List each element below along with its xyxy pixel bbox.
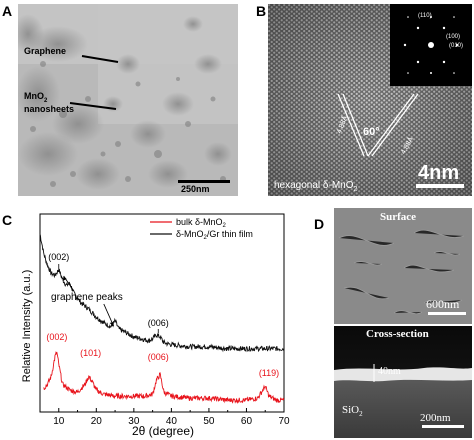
series-line-0 <box>39 233 285 353</box>
surface-scalebar-label: 600nm <box>426 297 460 311</box>
peak-label-red-119: (119) <box>259 368 279 378</box>
peak-label-red-002: (002) <box>46 332 67 342</box>
panel-b-lattice <box>268 4 472 196</box>
plot-frame <box>39 213 285 413</box>
panel-a-letter: A <box>2 3 13 19</box>
panel-d-letter: D <box>314 216 325 232</box>
panel-b-scalebar-label: 4nm <box>418 162 460 184</box>
panel-b-caption: hexagonal δ-MnO2 <box>274 180 358 193</box>
substrate-label: SiO2 <box>342 404 363 419</box>
panel-a-tem-texture <box>18 4 238 196</box>
x-tick-label-10: 10 <box>53 416 65 427</box>
peak-label-black-002: (002) <box>48 252 69 262</box>
peak-label-red-101: (101) <box>80 348 101 358</box>
x-tick-label-60: 60 <box>241 416 253 427</box>
legend-label-1: δ-MnO2/Gr thin film <box>176 229 253 241</box>
cross-section-texture <box>334 326 472 438</box>
series-line-1 <box>43 351 285 404</box>
graphene-arrowhead-2 <box>109 322 114 326</box>
cross-section-scalebar <box>422 425 464 428</box>
y-axis-title: Relative Intensity (a.u.) <box>21 270 33 383</box>
x-tick-label-40: 40 <box>166 416 178 427</box>
x-tick-label-30: 30 <box>128 416 140 427</box>
peak-label-red-006: (006) <box>148 352 169 362</box>
thickness-label: 40nm <box>378 366 401 377</box>
angle-label: 60° <box>363 126 380 138</box>
x-tick-label-50: 50 <box>203 416 215 427</box>
panel-b-hrtem-image: (110) (100) (010) 60° 4.88Å 4.88Å hexago… <box>268 4 472 196</box>
saed-spots <box>403 16 459 74</box>
mno2-pointer <box>69 102 117 110</box>
panel-c-letter: C <box>2 212 13 228</box>
panel-a-scalebar <box>178 180 230 183</box>
angle-lines <box>337 93 419 157</box>
panel-b-letter: B <box>256 3 267 19</box>
cross-section-scalebar-label: 200nm <box>420 412 451 424</box>
x-axis-title: 2θ (degree) <box>132 424 194 438</box>
peak-label-black-006: (006) <box>148 318 169 328</box>
label-graphene: Graphene <box>24 46 67 56</box>
panel-d-cross-section-sem: Cross-section 40nm SiO2 200nm <box>334 326 472 438</box>
legend-label-0: bulk δ-MnO2 <box>176 217 227 229</box>
panel-b-scalebar <box>416 184 464 188</box>
surface-texture <box>334 208 472 324</box>
graphene-arrowhead-1 <box>62 276 67 281</box>
cross-section-title: Cross-section <box>366 328 429 340</box>
saed-label-010: (010) <box>449 43 464 49</box>
graphene-peaks-annotation: graphene peaks <box>51 292 123 303</box>
graphene-arrow-2 <box>103 303 114 327</box>
label-mno2: MnO2 <box>24 91 48 104</box>
x-tick-label-20: 20 <box>91 416 103 427</box>
film-layer <box>334 367 472 382</box>
surface-title: Surface <box>380 211 417 223</box>
label-nanosheets: nanosheets <box>24 104 75 114</box>
surface-scalebar <box>428 312 466 315</box>
panel-a-scalebar-label: 250nm <box>181 184 210 194</box>
saed-label-110: (110) <box>418 13 432 19</box>
saed-label-100: (100) <box>446 34 461 40</box>
panel-d-surface-sem: Surface 600nm <box>334 208 472 324</box>
panel-a-tem-image: Graphene MnO2 nanosheets 250nm <box>18 4 238 196</box>
graphene-pointer <box>81 55 119 63</box>
x-tick-label-70: 70 <box>278 416 290 427</box>
